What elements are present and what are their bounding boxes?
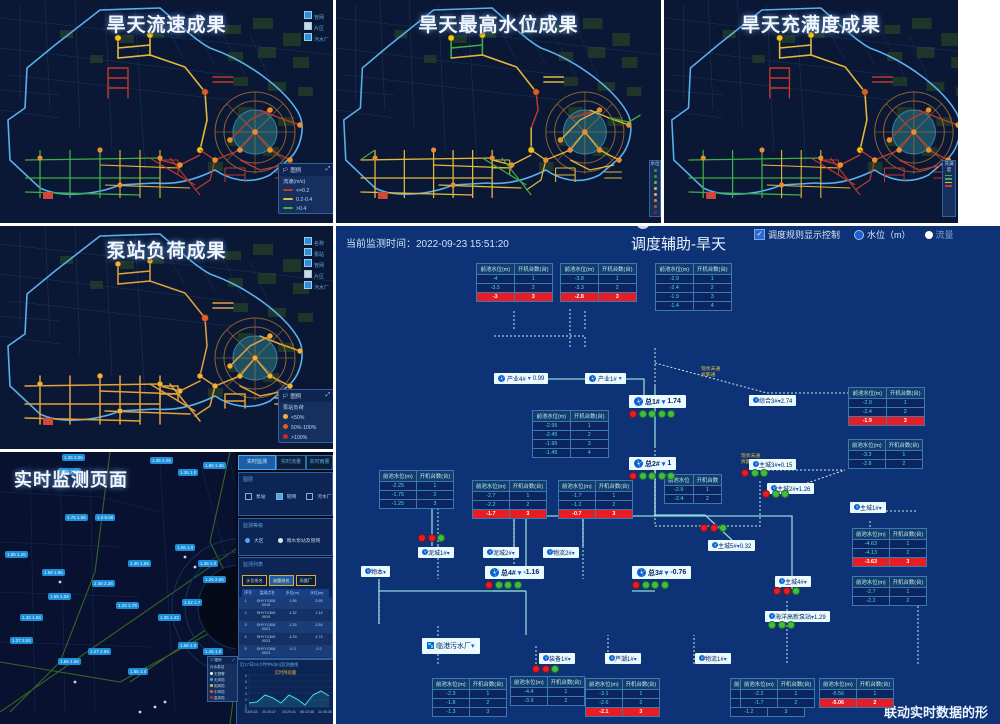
svg-text:3: 3: [245, 691, 248, 696]
svg-text:2: 2: [245, 697, 248, 702]
svg-text:4: 4: [245, 685, 248, 690]
svg-text:5: 5: [245, 679, 248, 684]
svg-text:06:13:36: 06:13:36: [300, 710, 314, 714]
svg-text:15:20:41: 15:20:41: [282, 710, 296, 714]
svg-text:6: 6: [245, 673, 248, 678]
svg-text:Tu03:33: Tu03:33: [244, 710, 257, 714]
svg-text:20:20:47: 20:20:47: [262, 710, 276, 714]
svg-text:11:40:30: 11:40:30: [318, 710, 332, 714]
